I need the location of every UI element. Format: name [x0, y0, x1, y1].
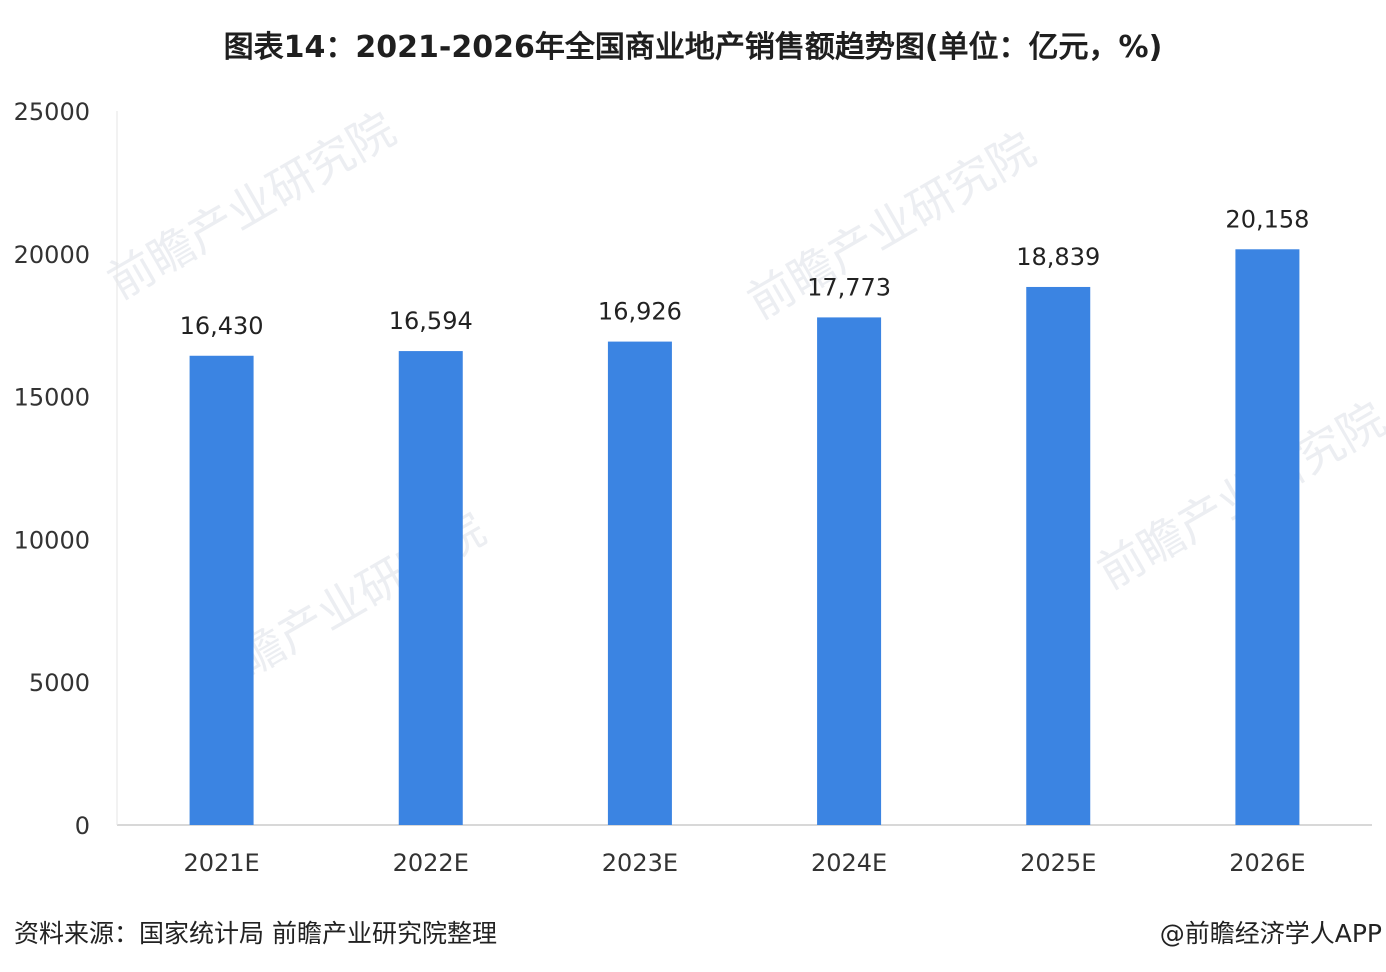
data-labels-group: 16,430 16,594 16,926 17,773 18,839 20,158	[180, 205, 1310, 339]
bar	[817, 317, 882, 825]
y-tick-label: 5000	[29, 669, 90, 697]
data-label: 17,773	[807, 273, 891, 301]
x-tick-label: 2025E	[1020, 849, 1096, 877]
bar	[189, 355, 254, 825]
watermark-text: 前瞻产业研究院	[739, 122, 1045, 330]
x-axis: 2021E 2022E 2023E 2024E 2025E 2026E	[183, 849, 1305, 877]
bars-group	[189, 249, 1300, 826]
y-tick-label: 25000	[14, 98, 90, 126]
credit-note: @前瞻经济学人APP	[1159, 919, 1382, 948]
watermark-layer: 前瞻产业研究院前瞻产业研究院前瞻产业研究院前瞻产业研究院	[99, 102, 1386, 710]
data-label: 16,594	[389, 307, 473, 335]
y-tick-label: 15000	[14, 384, 90, 412]
x-tick-label: 2022E	[393, 849, 469, 877]
x-tick-label: 2021E	[183, 849, 259, 877]
x-tick-label: 2024E	[811, 849, 887, 877]
source-note: 资料来源：国家统计局 前瞻产业研究院整理	[14, 919, 497, 948]
bar	[607, 341, 672, 825]
chart-title: 图表14：2021-2026年全国商业地产销售额趋势图(单位：亿元，%)	[223, 30, 1163, 65]
bar	[398, 351, 463, 825]
y-tick-label: 20000	[14, 241, 90, 269]
y-tick-label: 0	[75, 812, 90, 840]
bar	[1026, 286, 1091, 826]
bar	[1235, 249, 1300, 825]
data-label: 20,158	[1225, 205, 1309, 233]
watermark-text: 前瞻产业研究院	[99, 102, 405, 310]
y-axis: 0 5000 10000 15000 20000 25000	[14, 98, 90, 840]
y-tick-label: 10000	[14, 526, 90, 554]
data-label: 16,430	[180, 312, 264, 340]
x-tick-label: 2026E	[1229, 849, 1305, 877]
x-tick-label: 2023E	[602, 849, 678, 877]
bar-chart: 前瞻产业研究院前瞻产业研究院前瞻产业研究院前瞻产业研究院 05000100001…	[14, 98, 1386, 877]
data-label: 16,926	[598, 298, 682, 326]
data-label: 18,839	[1016, 243, 1100, 271]
